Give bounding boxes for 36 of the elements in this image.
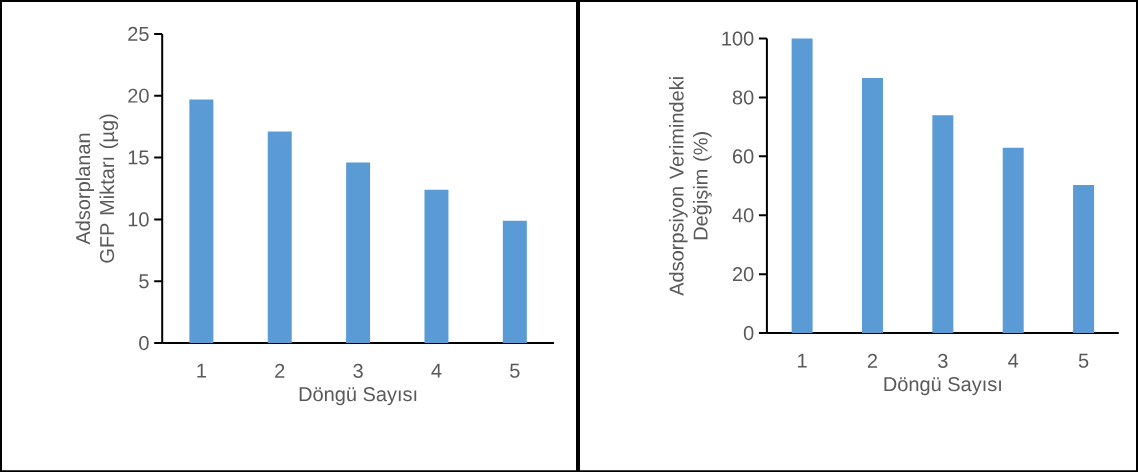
x-axis-title: Döngü Sayısı — [299, 386, 417, 406]
x-tick-label: 1 — [197, 363, 206, 378]
y-tick-label: 60 — [733, 149, 754, 164]
x-axis-title: Döngü Sayısı — [884, 376, 1001, 396]
bar — [932, 115, 954, 333]
bar — [189, 99, 214, 343]
x-tick-label: 5 — [510, 363, 520, 378]
y-axis-title: Adsorpsiyon Verimindeki Değişim (%) — [669, 77, 712, 296]
bar — [346, 162, 371, 343]
y-axis-title: Adsorplanan GFP Miktarı (µg) — [75, 114, 119, 263]
y-tick-label: 40 — [732, 208, 754, 223]
y-tick-label: 80 — [732, 90, 754, 105]
y-tick-label: 15 — [128, 150, 149, 165]
y-tick-label: 20 — [732, 266, 754, 282]
bar — [791, 38, 813, 333]
x-tick-label: 5 — [1078, 353, 1089, 368]
y-tick-label: 10 — [128, 212, 149, 227]
bar — [861, 77, 883, 333]
x-tick-label: 4 — [431, 363, 442, 378]
y-tick-label: 100 — [722, 31, 754, 46]
x-tick-label: 3 — [938, 353, 948, 368]
bar — [1073, 184, 1095, 333]
y-tick-label: 20 — [128, 88, 149, 103]
y-tick-label: 5 — [139, 274, 149, 289]
y-tick-label: 0 — [743, 325, 754, 341]
bar — [267, 131, 292, 343]
bar — [424, 189, 449, 343]
bar — [502, 220, 527, 343]
bar — [1002, 147, 1024, 333]
y-tick-label: 0 — [139, 335, 149, 351]
x-tick-label: 3 — [353, 363, 363, 378]
x-tick-label: 2 — [275, 363, 285, 378]
x-tick-label: 4 — [1008, 353, 1019, 368]
x-tick-label: 1 — [798, 353, 807, 368]
x-tick-label: 2 — [867, 353, 878, 368]
y-tick-label: 25 — [128, 26, 149, 41]
